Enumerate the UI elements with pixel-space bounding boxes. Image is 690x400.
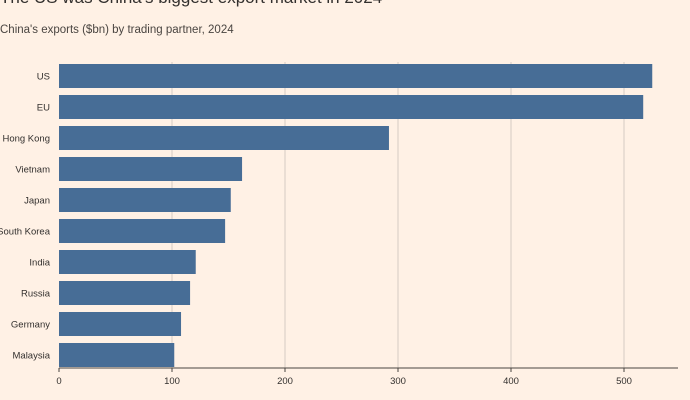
tick-label-400: 400 [503,376,519,387]
bar-south-korea [59,219,226,243]
bar-india [59,250,196,274]
bar-eu [59,95,644,119]
tick-label-300: 300 [390,376,406,387]
category-label-hong-kong: Hong Kong [2,134,50,145]
category-label-eu: EU [37,103,50,114]
category-label-vietnam: Vietnam [15,165,50,176]
chart-subtitle: China's exports ($bn) by trading partner… [0,24,234,36]
tick-label-100: 100 [164,376,180,387]
tick-label-500: 500 [616,376,632,387]
category-labels: US EU Hong Kong Vietnam Japan South Korea Indi… [0,72,51,362]
category-label-south-korea: South Korea [0,227,51,238]
bar-hong-kong [59,126,389,150]
category-label-germany: Germany [11,320,50,331]
x-axis-ticks: 0 100 200 300 400 500 [56,368,632,387]
category-label-japan: Japan [24,196,50,207]
bar-vietnam [59,157,243,181]
bar-malaysia [59,343,175,367]
tick-label-200: 200 [277,376,293,387]
tick-label-0: 0 [56,376,61,387]
bar-us [59,64,653,88]
bars [59,64,653,367]
category-label-malaysia: Malaysia [13,351,51,362]
category-label-us: US [37,72,50,83]
bar-japan [59,188,231,212]
bar-germany [59,312,182,336]
category-label-russia: Russia [21,289,51,300]
category-label-india: India [29,258,50,269]
bar-russia [59,281,191,305]
chart-title: The US was China's biggest export market… [0,0,382,8]
